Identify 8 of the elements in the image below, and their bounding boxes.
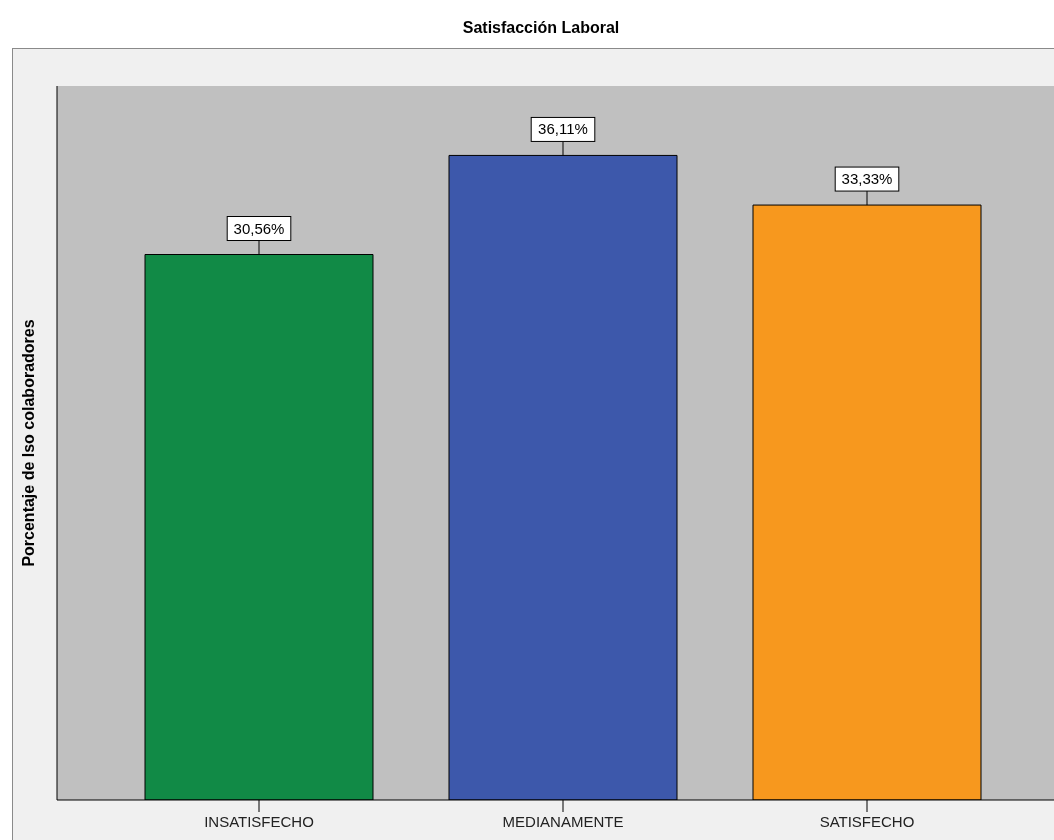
y-axis-title: Porcentaje de lso colaboradores	[19, 319, 37, 567]
data-label: 36,11%	[538, 120, 588, 138]
x-tick-label: SATISFECHO	[819, 812, 915, 830]
chart-title: Satisfacción Laboral	[461, 19, 621, 37]
data-label: 30,56%	[233, 219, 285, 237]
data-label: 33,33%	[841, 170, 893, 188]
x-tick-label: MEDIANAMENTE	[502, 812, 624, 830]
x-tick-label: INSATISFECHO	[204, 812, 314, 830]
